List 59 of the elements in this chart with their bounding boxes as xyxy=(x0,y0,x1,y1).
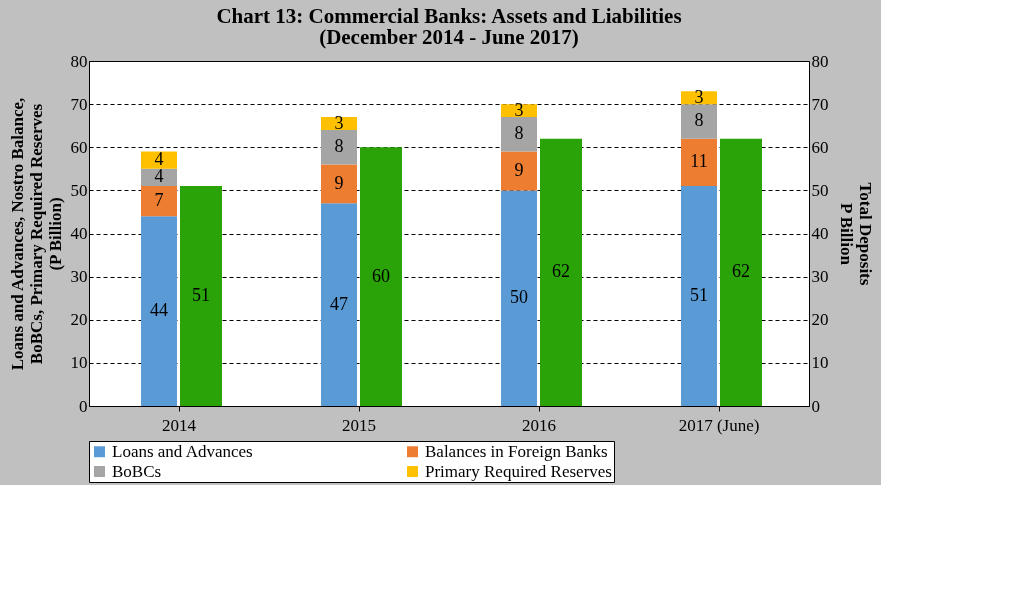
data-label: 60 xyxy=(372,265,390,286)
data-label: 44 xyxy=(150,300,168,321)
legend-label: BoBCs xyxy=(112,461,162,481)
data-label: 9 xyxy=(514,159,524,180)
bar xyxy=(321,130,357,165)
y-tick-label: 60 xyxy=(70,137,88,157)
data-label: 3 xyxy=(334,112,344,133)
data-label: 51 xyxy=(192,285,210,306)
bar xyxy=(501,190,537,406)
bar xyxy=(501,151,537,191)
y2-tick-label: 50 xyxy=(811,180,829,200)
bar xyxy=(321,203,357,406)
data-label: 3 xyxy=(694,86,704,107)
y-tick-label: 80 xyxy=(70,51,88,71)
bar xyxy=(501,117,537,152)
data-label: 62 xyxy=(552,261,570,282)
y-tick-label: 0 xyxy=(79,396,88,416)
legend-label: Loans and Advances xyxy=(112,441,253,461)
x-tick-label: 2015 xyxy=(342,415,376,435)
data-label: 8 xyxy=(334,136,344,157)
data-label: 9 xyxy=(334,172,344,193)
y-axis-title: Loans and Advances, Nostro Balance, BoBCs, Primary Required Reserves (P Billion) xyxy=(7,97,65,371)
y2-tick-label: 0 xyxy=(811,396,820,416)
y2-axis-title: Total Deposits P Billion xyxy=(836,182,875,286)
y2-tick-label: 20 xyxy=(811,310,829,330)
chart-title: Chart 13: Commercial Banks: Assets and Liabilities xyxy=(216,4,682,28)
legend-label: Balances in Foreign Banks xyxy=(425,441,608,461)
x-tick-label: 2016 xyxy=(522,415,556,435)
y2-tick-label: 70 xyxy=(811,94,829,114)
chart-subtitle: (December 2014 - June 2017) xyxy=(319,25,579,49)
bar xyxy=(681,104,717,139)
data-label: 62 xyxy=(732,261,750,282)
bar xyxy=(141,216,177,406)
bar xyxy=(321,164,357,204)
y-tick-label: 30 xyxy=(70,267,88,287)
y-tick-label: 70 xyxy=(70,94,88,114)
y2-tick-label: 40 xyxy=(811,224,829,243)
data-label: 50 xyxy=(510,287,528,308)
data-label: 11 xyxy=(690,151,708,172)
y2-tick-label: 80 xyxy=(811,51,829,71)
data-label: 8 xyxy=(514,123,524,144)
y2-tick-label: 30 xyxy=(811,267,829,287)
data-label: 51 xyxy=(690,285,708,306)
y-tick-label: 40 xyxy=(70,224,88,243)
data-label: 3 xyxy=(514,99,524,120)
y-tick-label: 10 xyxy=(70,353,88,373)
x-tick-label: 2017 (June) xyxy=(678,415,760,435)
y-tick-label: 20 xyxy=(70,310,88,330)
data-label: 7 xyxy=(154,190,164,211)
bar xyxy=(681,138,717,187)
y2-tick-label: 60 xyxy=(811,137,829,157)
bar xyxy=(681,186,717,406)
data-label: 8 xyxy=(694,110,704,131)
data-label: 47 xyxy=(330,293,348,314)
y2-tick-label: 10 xyxy=(811,353,829,373)
legend-label: Primary Required Reserves xyxy=(425,461,612,481)
y-tick-label: 50 xyxy=(70,180,88,200)
bar xyxy=(141,186,177,217)
x-tick-label: 2014 xyxy=(162,415,197,435)
